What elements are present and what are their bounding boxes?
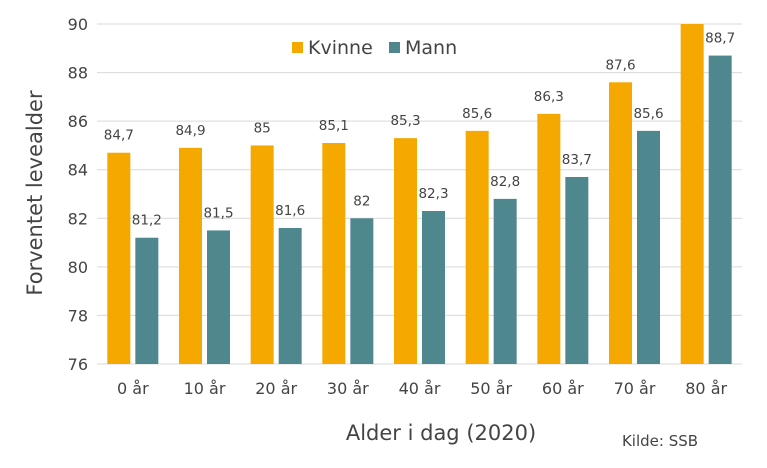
data-label-kvinne-6: 86,3 bbox=[534, 89, 564, 105]
bar-mann-8 bbox=[708, 55, 732, 364]
y-tick-label: 82 bbox=[68, 209, 88, 228]
data-label-mann-5: 82,8 bbox=[490, 174, 520, 190]
data-label-mann-2: 81,6 bbox=[275, 203, 305, 219]
bar-kvinne-8 bbox=[680, 24, 704, 364]
x-tick-label: 70 år bbox=[614, 379, 656, 398]
x-axis-label: Alder i dag (2020) bbox=[346, 421, 536, 445]
bar-mann-0 bbox=[135, 237, 159, 364]
data-label-kvinne-7: 87,6 bbox=[605, 57, 635, 73]
x-tick-label: 20 år bbox=[255, 379, 297, 398]
x-tick-labels: 0 år 10 år 20 år 30 år 40 år 50 år 60 år 70 år 8… bbox=[117, 379, 727, 398]
x-tick-label: 60 år bbox=[542, 379, 584, 398]
data-labels: 84,7 81,2 84,9 81,5 85 81,6 85,1 82 85,3 82,3 85,6… bbox=[104, 31, 735, 229]
data-label-mann-7: 85,6 bbox=[633, 106, 663, 122]
data-label-mann-4: 82,3 bbox=[418, 186, 448, 202]
data-label-mann-0: 81,2 bbox=[132, 213, 162, 229]
y-tick-label: 78 bbox=[68, 306, 88, 325]
bar-mann-1 bbox=[207, 230, 230, 364]
legend-label-kvinne: Kvinne bbox=[308, 37, 373, 59]
bars bbox=[107, 24, 732, 365]
x-tick-label: 50 år bbox=[470, 379, 512, 398]
y-tick-labels: 76 78 80 82 84 86 88 90 bbox=[68, 15, 88, 374]
data-label-kvinne-5: 85,6 bbox=[462, 106, 492, 122]
bar-mann-4 bbox=[422, 211, 445, 364]
bar-kvinne-7 bbox=[609, 82, 632, 365]
data-label-mann-3: 82 bbox=[353, 193, 370, 209]
x-tick-label: 80 år bbox=[685, 379, 727, 398]
bar-kvinne-1 bbox=[179, 147, 202, 364]
data-label-kvinne-0: 84,7 bbox=[104, 128, 134, 144]
bar-kvinne-6 bbox=[537, 113, 561, 364]
y-tick-label: 86 bbox=[68, 112, 88, 131]
bar-kvinne-3 bbox=[322, 143, 346, 364]
bar-kvinne-0 bbox=[107, 152, 131, 364]
legend-swatch-kvinne bbox=[292, 42, 303, 53]
bar-kvinne-2 bbox=[250, 145, 274, 364]
bar-mann-2 bbox=[278, 228, 302, 364]
x-tick-label: 40 år bbox=[399, 379, 441, 398]
bar-mann-6 bbox=[565, 177, 589, 364]
bar-mann-5 bbox=[493, 198, 517, 364]
y-tick-label: 80 bbox=[68, 258, 88, 277]
y-tick-label: 88 bbox=[68, 64, 88, 83]
bar-mann-7 bbox=[637, 130, 660, 364]
bar-mann-3 bbox=[350, 218, 374, 364]
x-tick-label: 10 år bbox=[184, 379, 226, 398]
y-axis-label: Forventet levealder bbox=[23, 90, 47, 296]
x-tick-label: 30 år bbox=[327, 379, 369, 398]
data-label-mann-8: 88,7 bbox=[705, 31, 735, 47]
y-tick-label: 84 bbox=[68, 161, 88, 180]
source-note: Kilde: SSB bbox=[622, 432, 698, 450]
data-label-kvinne-4: 85,3 bbox=[390, 113, 420, 129]
gridlines bbox=[97, 23, 742, 365]
y-tick-label: 90 bbox=[68, 15, 88, 34]
data-label-mann-6: 83,7 bbox=[562, 152, 592, 168]
bar-kvinne-4 bbox=[394, 138, 417, 364]
bar-kvinne-5 bbox=[465, 130, 489, 364]
data-label-kvinne-2: 85 bbox=[254, 120, 271, 136]
x-tick-label: 0 år bbox=[117, 379, 149, 398]
legend-swatch-mann bbox=[389, 42, 400, 53]
data-label-kvinne-3: 85,1 bbox=[319, 118, 349, 134]
legend: Kvinne Mann bbox=[292, 37, 457, 59]
data-label-kvinne-1: 84,9 bbox=[175, 123, 205, 139]
data-label-mann-1: 81,5 bbox=[203, 205, 233, 221]
y-tick-label: 76 bbox=[68, 355, 88, 374]
legend-label-mann: Mann bbox=[405, 37, 457, 59]
